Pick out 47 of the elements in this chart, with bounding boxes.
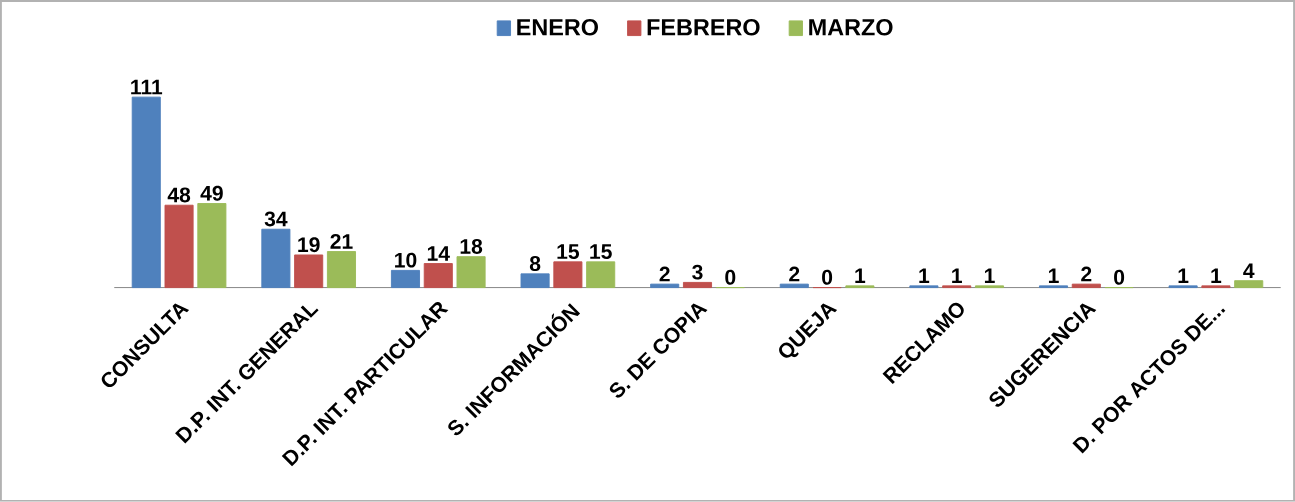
bar	[586, 261, 616, 289]
bar	[294, 254, 324, 289]
data-label: 1	[1211, 268, 1222, 284]
bar	[326, 251, 356, 289]
bar	[779, 283, 809, 289]
data-label: 49	[200, 185, 223, 201]
bar	[520, 273, 550, 289]
data-label: 2	[659, 266, 670, 282]
data-label: 0	[822, 269, 833, 285]
data-label: 4	[1243, 263, 1255, 278]
data-label: 1	[952, 268, 962, 284]
bar	[261, 228, 291, 289]
bar	[456, 256, 486, 289]
bar	[1234, 280, 1264, 289]
data-label: 18	[460, 239, 483, 254]
bar	[423, 263, 453, 289]
data-label: 0	[1114, 269, 1125, 285]
data-label: 1	[855, 268, 866, 284]
data-label: 15	[557, 244, 580, 260]
data-label: 3	[692, 264, 703, 280]
bar	[197, 203, 227, 289]
data-label: 2	[1081, 266, 1092, 282]
legend-label: MARZO	[809, 19, 893, 36]
data-label: 8	[529, 256, 541, 272]
data-label: 111	[131, 79, 163, 95]
data-label: 1	[1048, 268, 1059, 284]
data-label: 14	[427, 246, 450, 261]
bar	[390, 270, 421, 289]
data-label: 15	[590, 244, 612, 260]
data-label: 21	[330, 234, 353, 249]
data-label: 1	[919, 268, 930, 284]
data-label: 2	[789, 266, 800, 282]
data-label: 1	[984, 268, 995, 284]
data-label: 19	[298, 237, 320, 253]
bar	[650, 283, 680, 289]
data-label: 1	[1178, 268, 1189, 284]
legend-label: FEBRERO	[647, 19, 760, 36]
bar	[682, 282, 713, 289]
data-label: 34	[264, 211, 288, 227]
data-label: 0	[725, 269, 736, 285]
bar	[1071, 283, 1101, 289]
data-label: 48	[167, 187, 191, 203]
bar	[131, 96, 161, 289]
data-label: 10	[395, 252, 417, 268]
bar	[164, 204, 194, 289]
legend-label: ENERO	[517, 19, 598, 36]
bar	[553, 261, 583, 289]
